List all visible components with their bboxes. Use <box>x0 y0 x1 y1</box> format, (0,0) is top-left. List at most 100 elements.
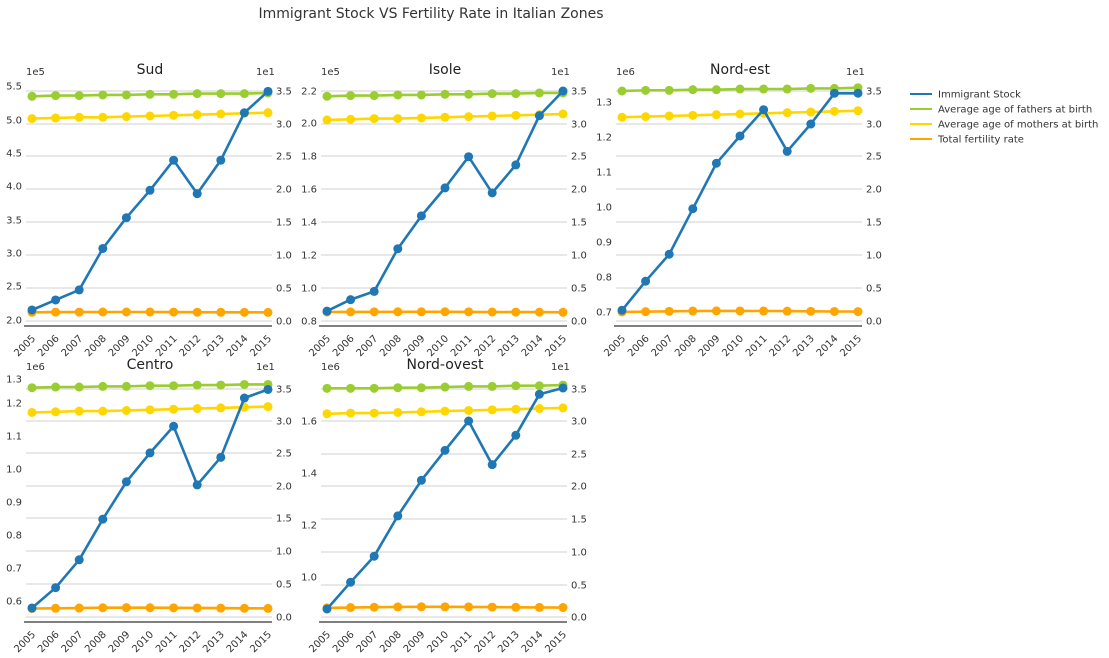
x-tick-label: 2014 <box>225 333 251 359</box>
panel-title: Sud <box>137 62 164 78</box>
point-immigrant <box>853 88 863 98</box>
point-mothers <box>145 111 155 121</box>
point-mothers <box>346 114 356 124</box>
left-axis-multiplier: 1e6 <box>616 67 635 78</box>
left-tick-label: 0.9 <box>596 238 612 249</box>
point-immigrant <box>511 160 521 170</box>
x-tick-label: 2005 <box>307 333 333 359</box>
point-immigrant <box>487 188 497 198</box>
point-fertility <box>534 307 544 317</box>
x-tick-label: 2008 <box>673 333 699 359</box>
point-mothers <box>369 114 379 124</box>
panel-title: Isole <box>429 62 462 78</box>
legend-label-mothers: Average age of mothers at birth <box>938 120 1098 131</box>
left-tick-label: 1.4 <box>301 469 317 480</box>
right-tick-label: 3.0 <box>571 120 587 131</box>
right-tick-label: 3.5 <box>276 87 292 98</box>
point-fertility <box>98 603 108 613</box>
panel-sud: Sud 1e5 1e1 2.0 2.5 3.0 3.5 4.0 4.5 5.0 5.5 0.0 0.5 1… <box>6 62 292 359</box>
point-mothers <box>369 408 379 418</box>
x-tick-label: 2007 <box>650 333 676 359</box>
point-mothers <box>853 106 863 116</box>
point-mothers <box>416 113 426 123</box>
point-fertility <box>51 603 61 613</box>
point-mothers <box>51 407 61 417</box>
point-immigrant <box>735 131 745 141</box>
point-fathers <box>416 90 426 100</box>
point-fathers <box>641 85 651 95</box>
left-tick-label: 1.4 <box>301 218 317 229</box>
right-tick-label: 2.0 <box>866 185 882 196</box>
left-axis-multiplier: 1e6 <box>321 362 340 373</box>
point-fertility <box>735 306 745 316</box>
point-fathers <box>464 89 474 99</box>
x-tick-label: 2015 <box>838 333 864 359</box>
point-immigrant <box>641 276 651 286</box>
point-mothers <box>169 404 179 414</box>
left-tick-label: 1.0 <box>301 573 317 584</box>
x-tick-label: 2014 <box>520 333 546 359</box>
right-tick-label: 0.0 <box>276 317 292 328</box>
point-fathers <box>74 382 84 392</box>
left-tick-label: 1.2 <box>301 251 317 262</box>
point-fathers <box>511 89 521 99</box>
x-tick-label: 2012 <box>473 629 499 655</box>
x-tick-label: 2006 <box>36 629 62 655</box>
point-fathers <box>782 84 792 94</box>
left-tick-label: 1.6 <box>301 417 317 428</box>
point-mothers <box>27 114 37 124</box>
point-fertility <box>369 602 379 612</box>
point-mothers <box>735 109 745 119</box>
point-immigrant <box>464 152 474 162</box>
point-fathers <box>169 89 179 99</box>
point-fathers <box>534 88 544 98</box>
point-mothers <box>74 112 84 122</box>
point-immigrant <box>393 511 403 521</box>
x-tick-label: 2011 <box>449 333 475 359</box>
left-tick-label: 4.0 <box>6 182 22 193</box>
point-fertility <box>416 307 426 317</box>
point-fertility <box>511 602 521 612</box>
right-tick-label: 0.0 <box>866 317 882 328</box>
right-tick-label: 1.5 <box>276 218 292 229</box>
right-tick-label: 1.0 <box>276 251 292 262</box>
figure-title: Immigrant Stock VS Fertility Rate in Ita… <box>258 6 603 22</box>
left-axis-multiplier: 1e6 <box>26 362 45 373</box>
point-fathers <box>711 85 721 95</box>
point-immigrant <box>145 448 155 458</box>
point-mothers <box>440 406 450 416</box>
point-fathers <box>346 91 356 101</box>
x-tick-label: 2013 <box>496 333 522 359</box>
point-immigrant <box>74 555 84 565</box>
point-fathers <box>346 383 356 393</box>
panel-title: Centro <box>127 357 174 373</box>
point-mothers <box>74 406 84 416</box>
point-immigrant <box>558 383 568 393</box>
panel-centro: Centro 1e6 1e1 0.6 0.7 0.8 0.9 1.0 1.1 1.2 1.3 0.0 0… <box>6 357 292 655</box>
panel-nord-ovest: Nord-ovest 1e6 1e1 1.0 1.2 1.4 1.6 0.0 0.5 1.0 1.5… <box>301 357 587 655</box>
left-axis-multiplier: 1e5 <box>26 67 45 78</box>
point-mothers <box>145 405 155 415</box>
right-tick-label: 1.5 <box>866 218 882 229</box>
point-fathers <box>416 383 426 393</box>
point-fertility <box>263 307 273 317</box>
point-mothers <box>27 407 37 417</box>
x-tick-label: 2009 <box>107 629 133 655</box>
point-mothers <box>806 107 816 117</box>
point-fertility <box>346 307 356 317</box>
point-immigrant <box>216 452 226 462</box>
point-mothers <box>216 109 226 119</box>
x-tick-label: 2005 <box>12 629 38 655</box>
point-fertility <box>487 602 497 612</box>
point-mothers <box>121 112 131 122</box>
point-immigrant <box>239 393 249 403</box>
x-tick-label: 2011 <box>154 629 180 655</box>
point-fertility <box>74 307 84 317</box>
point-mothers <box>558 109 568 119</box>
point-fertility <box>464 602 474 612</box>
point-fertility <box>263 603 273 613</box>
point-fertility <box>169 307 179 317</box>
right-tick-label: 2.0 <box>276 482 292 493</box>
right-tick-label: 2.0 <box>571 482 587 493</box>
right-tick-label: 3.5 <box>571 385 587 396</box>
